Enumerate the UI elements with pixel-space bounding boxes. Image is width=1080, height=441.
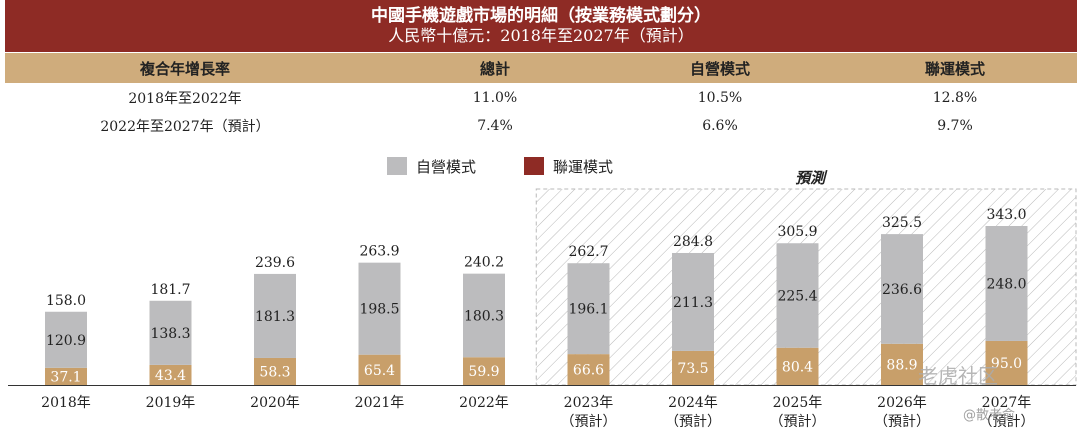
chart-title: 中國手機遊戲市場的明細（按業務模式劃分）	[371, 6, 711, 26]
header-cagr: 複合年增長率	[139, 59, 230, 78]
data-label-self: 248.0	[986, 276, 1026, 292]
row-self: 6.6%	[702, 118, 738, 134]
data-label-joint: 88.9	[886, 357, 917, 373]
legend-item-self: 自營模式	[387, 156, 476, 176]
legend-swatch-self	[387, 157, 407, 175]
bar-joint	[358, 354, 401, 385]
x-tick-sublabel: （預計）	[561, 414, 617, 430]
bar-joint	[985, 340, 1028, 385]
bar-joint	[463, 357, 505, 385]
row-total: 11.0%	[472, 90, 518, 106]
x-tick-label: 2025年	[773, 395, 823, 411]
total-label: 239.6	[255, 255, 295, 271]
header-joint: 聯運模式	[924, 59, 985, 78]
data-label-joint: 73.5	[677, 361, 708, 377]
forecast-label: 預測	[795, 169, 828, 187]
bar-self	[881, 234, 923, 344]
data-label-self: 180.3	[464, 308, 504, 324]
bar-self	[358, 262, 401, 355]
x-tick-label: 2024年	[668, 395, 718, 411]
bar-joint	[567, 354, 610, 385]
row-joint: 9.7%	[937, 118, 973, 134]
bar-self	[985, 226, 1028, 341]
bar-self	[254, 273, 296, 358]
total-label: 262.7	[568, 244, 608, 260]
data-label-joint: 43.4	[155, 368, 186, 384]
x-tick-label: 2023年	[564, 395, 614, 411]
total-label: 343.0	[986, 207, 1026, 223]
total-label: 325.5	[882, 215, 922, 231]
row-period: 2018年至2022年	[128, 91, 242, 107]
bar-joint	[45, 367, 87, 385]
bar-joint	[149, 364, 192, 385]
row-period: 2022年至2027年（預計）	[100, 119, 270, 135]
watermark-text: 老虎社区	[918, 364, 998, 388]
table-row: 2022年至2027年（預計） 7.4% 6.6% 9.7%	[5, 114, 1077, 138]
x-tick-label: 2019年	[146, 395, 196, 411]
legend-label-self: 自營模式	[416, 157, 477, 176]
table-row: 2018年至2022年 11.0% 10.5% 12.8%	[5, 86, 1077, 110]
x-tick-sublabel: （預計）	[770, 414, 826, 430]
total-label: 284.8	[673, 234, 713, 250]
x-tick-label: 2018年	[41, 395, 91, 411]
data-label-joint: 95.0	[991, 356, 1022, 372]
cagr-table-header: 複合年增長率 總計 自營模式 聯運模式	[5, 53, 1077, 83]
total-label: 240.2	[464, 255, 504, 271]
legend-item-joint: 聯運模式	[524, 156, 613, 176]
data-label-self: 138.3	[150, 326, 190, 342]
header-total: 總計	[479, 59, 510, 78]
bar-self	[672, 252, 714, 351]
data-label-self: 225.4	[777, 288, 817, 304]
bar-self	[149, 300, 192, 365]
x-tick-sublabel: （預計）	[979, 414, 1035, 430]
data-label-self: 211.3	[673, 295, 713, 311]
bar-joint	[254, 357, 296, 385]
row-total: 7.4%	[477, 118, 513, 134]
row-self: 10.5%	[697, 90, 743, 106]
x-tick-sublabel: （預計）	[665, 414, 721, 430]
bar-joint	[672, 350, 714, 385]
data-label-joint: 59.9	[468, 364, 499, 380]
x-tick-sublabel: （預計）	[874, 414, 930, 430]
legend-label-joint: 聯運模式	[553, 157, 614, 176]
chart-subtitle: 人民幣十億元：2018年至2027年（預計）	[388, 26, 694, 45]
total-label: 305.9	[777, 224, 817, 240]
data-label-self: 198.5	[359, 302, 399, 318]
bar-self	[45, 311, 87, 368]
data-label-joint: 58.3	[259, 364, 290, 380]
data-label-joint: 37.1	[50, 369, 81, 385]
total-label: 263.9	[359, 244, 399, 260]
data-label-self: 120.9	[46, 333, 86, 349]
bar-joint	[881, 343, 923, 385]
data-label-self: 196.1	[568, 302, 608, 318]
watermark-handle: @散老俞	[963, 408, 1016, 423]
x-tick-label: 2020年	[250, 395, 300, 411]
total-label: 181.7	[150, 282, 190, 298]
bar-self	[776, 243, 819, 348]
bar-self	[463, 273, 505, 358]
x-tick-label: 2027年	[982, 395, 1032, 411]
title-banner: 中國手機遊戲市場的明細（按業務模式劃分） 人民幣十億元：2018年至2027年（…	[5, 0, 1077, 52]
data-label-joint: 80.4	[782, 359, 813, 375]
row-joint: 12.8%	[932, 90, 978, 106]
x-tick-label: 2021年	[355, 395, 405, 411]
legend-swatch-joint	[524, 157, 544, 175]
data-label-self: 181.3	[255, 309, 295, 325]
header-self: 自營模式	[689, 59, 750, 78]
x-tick-label: 2026年	[877, 395, 927, 411]
data-label-self: 236.6	[882, 282, 922, 298]
bar-self	[567, 263, 610, 355]
data-label-joint: 65.4	[364, 363, 395, 379]
data-label-joint: 66.6	[573, 363, 604, 379]
bar-joint	[776, 347, 819, 385]
total-label: 158.0	[46, 293, 86, 309]
x-tick-label: 2022年	[459, 395, 509, 411]
